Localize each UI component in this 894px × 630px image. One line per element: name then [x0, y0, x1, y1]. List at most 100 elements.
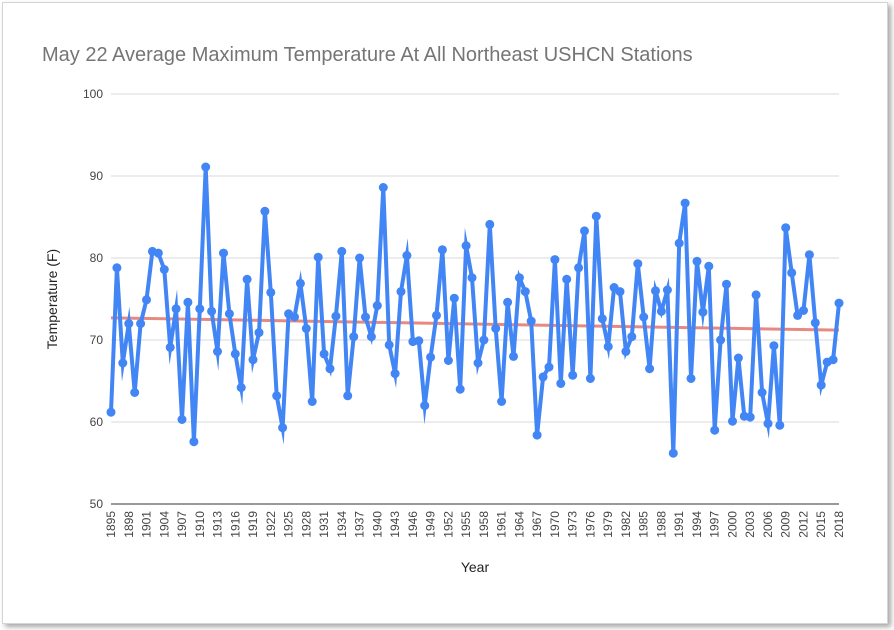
data-point: [343, 391, 353, 401]
data-point: [437, 245, 447, 255]
y-tick-label: 100: [83, 87, 103, 101]
data-point: [390, 369, 400, 379]
data-point: [307, 397, 317, 406]
data-point: [491, 324, 501, 333]
data-point: [633, 259, 643, 269]
data-point: [568, 370, 578, 380]
data-point: [112, 263, 122, 273]
x-tick-label: 1961: [495, 511, 509, 538]
data-point: [775, 420, 785, 430]
series-line: [109, 166, 841, 454]
data-point: [319, 349, 329, 359]
data-point: [509, 351, 518, 361]
data-point: [432, 310, 441, 320]
data-point: [242, 274, 252, 284]
data-point: [532, 430, 542, 440]
y-axis-ticks: 50 60 70 80 90 100: [83, 87, 103, 511]
x-tick-label: 1925: [282, 511, 296, 538]
data-point: [485, 219, 495, 229]
data-point: [272, 391, 282, 401]
x-tick-label: 1982: [619, 511, 633, 538]
data-point: [479, 335, 489, 345]
data-point: [195, 304, 205, 314]
data-point: [290, 312, 299, 322]
data-point: [591, 211, 601, 221]
data-point: [355, 253, 365, 263]
x-tick-label: 1907: [175, 511, 189, 538]
data-point: [580, 226, 589, 236]
x-tick-label: 1979: [601, 511, 615, 538]
x-tick-label: 1910: [193, 511, 207, 538]
data-point: [757, 388, 767, 397]
data-point: [550, 255, 560, 265]
x-tick-label: 1967: [530, 511, 544, 538]
x-tick-label: 1931: [317, 511, 331, 538]
y-axis-label: Temperature (F): [44, 249, 60, 349]
data-point: [514, 273, 524, 283]
x-tick-label: 1976: [583, 511, 597, 538]
data-point: [615, 287, 625, 297]
data-point: [449, 293, 459, 303]
x-tick-label: 2012: [796, 511, 810, 538]
data-point: [538, 372, 548, 382]
x-tick-label: 1913: [211, 511, 225, 538]
data-point: [603, 342, 613, 352]
data-point: [828, 355, 838, 365]
x-tick-label: 1919: [246, 511, 260, 538]
data-point: [402, 251, 412, 260]
data-point: [236, 383, 246, 393]
data-point: [183, 297, 193, 307]
data-point: [698, 307, 708, 317]
x-tick-label: 1964: [512, 511, 526, 538]
data-point: [834, 298, 844, 308]
data-point: [295, 278, 305, 288]
data-point: [763, 419, 773, 429]
data-point: [556, 379, 566, 388]
data-point: [716, 335, 726, 345]
x-axis-label: Year: [461, 559, 490, 575]
x-tick-label: 1904: [157, 511, 171, 538]
x-tick-label: 1901: [140, 511, 154, 538]
data-point: [331, 311, 341, 321]
data-point: [213, 347, 222, 356]
x-tick-label: 1946: [406, 511, 420, 538]
x-tick-label: 1955: [459, 511, 473, 538]
data-point: [704, 261, 714, 271]
data-point: [219, 248, 228, 258]
data-point: [733, 353, 743, 363]
x-tick-label: 1952: [441, 511, 455, 538]
data-point: [153, 248, 163, 258]
data-point: [793, 310, 803, 320]
data-point: [692, 256, 702, 266]
data-point: [810, 318, 820, 328]
data-point: [745, 412, 755, 422]
y-tick-label: 60: [90, 415, 104, 429]
x-tick-label: 1985: [637, 511, 651, 538]
x-tick-label: 1934: [335, 511, 349, 538]
data-point: [443, 356, 453, 365]
data-point: [177, 415, 187, 424]
data-point: [248, 355, 258, 365]
x-tick-label: 1916: [228, 511, 242, 538]
data-point: [106, 407, 116, 417]
x-tick-label: 1937: [353, 511, 367, 538]
data-point: [520, 287, 530, 297]
data-point: [574, 263, 584, 273]
x-tick-label: 1928: [299, 511, 313, 538]
data-point: [301, 324, 311, 333]
data-point: [207, 306, 217, 316]
data-point: [313, 252, 323, 262]
data-point: [414, 336, 424, 346]
data-point: [639, 312, 649, 322]
data-point: [585, 374, 595, 383]
x-tick-label: 1940: [370, 511, 384, 538]
data-point: [467, 273, 477, 283]
data-point: [230, 349, 240, 359]
x-tick-label: 2000: [725, 511, 739, 538]
data-point: [562, 274, 572, 284]
data-point: [710, 425, 720, 435]
data-point: [165, 342, 175, 352]
data-point: [627, 332, 637, 342]
data-point: [799, 306, 808, 315]
